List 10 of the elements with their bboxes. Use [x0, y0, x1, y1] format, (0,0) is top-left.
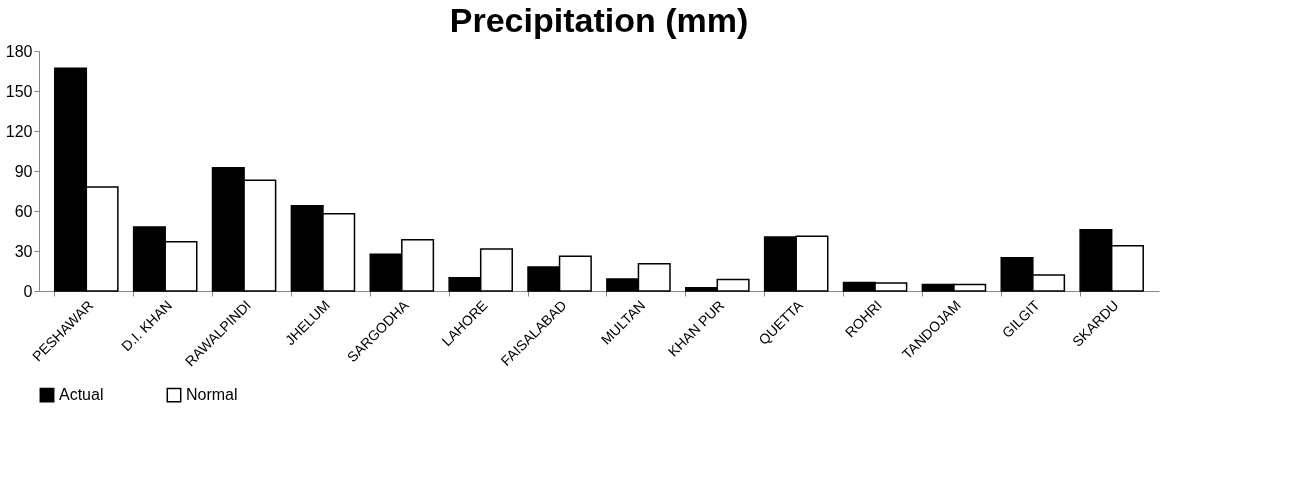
legend-label: Normal — [186, 386, 238, 404]
chart-title: Precipitation (mm) — [449, 1, 749, 39]
legend-label: Actual — [59, 386, 104, 404]
y-tick-label: 60 — [14, 202, 33, 220]
y-tick-label: 180 — [5, 42, 33, 60]
y-tick-label: 120 — [5, 122, 33, 140]
y-tick-label: 150 — [5, 82, 33, 100]
y-tick-label: 30 — [14, 242, 33, 260]
y-tick-label: 0 — [23, 282, 33, 300]
y-tick-label: 90 — [14, 162, 33, 180]
